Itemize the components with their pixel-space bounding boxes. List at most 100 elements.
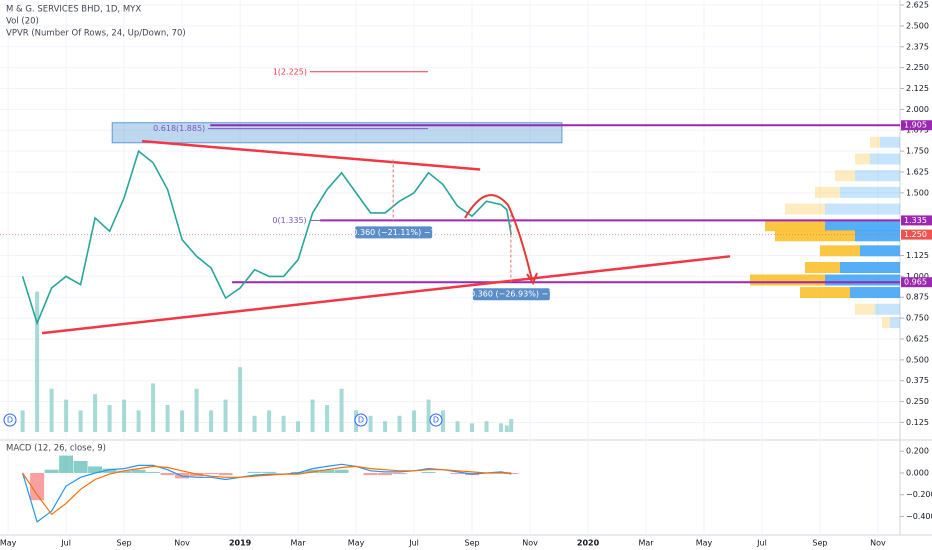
volume-bar — [223, 399, 228, 432]
profile-up — [850, 287, 900, 299]
indicator-label: VPVR (Number Of Rows, 24, Up/Down, 70) — [6, 29, 186, 39]
curved-arrow — [464, 194, 533, 281]
macd-histogram — [421, 471, 436, 473]
profile-up — [880, 136, 900, 148]
profile-down — [805, 262, 840, 274]
macd-histogram — [160, 472, 175, 476]
price-label: 1.335 — [904, 216, 927, 225]
volume-bar — [209, 410, 214, 432]
price-label: 0.965 — [904, 278, 927, 287]
profile-up — [825, 274, 900, 286]
macd-histogram — [88, 466, 103, 473]
macd-histogram — [247, 471, 262, 473]
arrow-head — [526, 272, 538, 286]
volume-bar — [64, 399, 69, 432]
macd-histogram — [73, 461, 88, 473]
volume-bar — [296, 421, 301, 432]
y-tick-label: 0.375 — [906, 376, 929, 385]
y-tick-label: 2.000 — [906, 105, 929, 114]
y-tick-label: 0.875 — [906, 293, 929, 302]
y-tick-label: 2.625 — [906, 1, 929, 10]
fib-label: 0.618(1.885) — [153, 124, 205, 133]
profile-up — [840, 186, 900, 198]
y-tick-label: 2.125 — [906, 84, 929, 93]
volume-bar — [470, 423, 475, 432]
chart-title: M & G. SERVICES BHD, 1D, MYX — [6, 5, 141, 15]
volume-bar — [252, 415, 257, 432]
macd-histogram — [204, 472, 219, 475]
dividend-icon — [354, 413, 368, 427]
y-tick-label: 1.500 — [906, 188, 929, 197]
volume-bar — [35, 291, 40, 432]
profile-up — [890, 317, 900, 329]
volume-bar — [267, 410, 272, 432]
x-tick-label: Nov — [870, 539, 886, 548]
price-label: 1.905 — [904, 121, 927, 130]
y-tick-label: 0.625 — [906, 334, 929, 343]
volume-bar — [165, 405, 170, 432]
indicator-label: Vol (20) — [6, 17, 39, 27]
volume-bar — [412, 410, 417, 432]
macd-histogram — [117, 470, 132, 473]
dividend-icons: D D D — [3, 413, 443, 427]
dividend-icon — [3, 413, 17, 427]
profile-up — [875, 303, 900, 315]
profile-up — [825, 203, 900, 215]
volume-bar — [455, 421, 460, 432]
volume-bar — [310, 399, 315, 432]
volume-bar — [509, 419, 514, 432]
volume-bar — [78, 410, 83, 432]
volume-bar — [441, 410, 446, 432]
volume-bar — [339, 388, 344, 432]
measure-box — [472, 288, 550, 301]
dividend-label: D — [433, 416, 439, 425]
fib-label: 1(2.225) — [273, 67, 307, 76]
profile-up — [860, 245, 900, 257]
profile-up — [855, 230, 900, 242]
macd-histogram — [131, 469, 146, 473]
x-tick-label: May — [696, 539, 713, 548]
profile-down — [855, 153, 870, 165]
y-tick-label: 0.125 — [906, 418, 929, 427]
profile-up — [855, 170, 900, 182]
macd-histogram — [146, 471, 161, 473]
trendline — [41, 255, 731, 335]
volume-bar — [151, 383, 156, 432]
dividend-icon — [429, 413, 443, 427]
x-tick-label: Jul — [60, 539, 71, 548]
zone — [111, 122, 563, 144]
profile-down — [855, 303, 875, 315]
profile-down — [835, 170, 855, 182]
volume-bar — [281, 415, 286, 432]
y-tick-label: 0.750 — [906, 314, 929, 323]
price-line-series — [21, 149, 512, 326]
volume-bar — [49, 388, 54, 432]
profile-down — [775, 230, 855, 242]
volume-bar — [397, 415, 402, 432]
profile-up — [840, 262, 900, 274]
macd-histogram — [59, 455, 74, 473]
x-tick-label: Jul — [756, 539, 767, 548]
macd-histogram — [334, 469, 349, 473]
x-tick-label: Mar — [291, 539, 307, 548]
macd-histogram — [102, 468, 117, 473]
macd-histogram — [363, 472, 378, 476]
grid — [0, 0, 900, 535]
price-label: 1.250 — [904, 230, 927, 239]
macd-histogram — [392, 472, 407, 475]
macd-histogram — [262, 471, 277, 473]
volume-bar — [180, 410, 185, 432]
dividend-label: D — [7, 416, 13, 425]
volume-bar — [484, 421, 489, 432]
volume-bar — [238, 367, 243, 432]
x-tick-label: May — [0, 539, 17, 548]
macd-histogram — [218, 472, 233, 476]
profile-down — [870, 136, 880, 148]
macd-histogram — [320, 469, 335, 473]
price-label-box — [901, 229, 932, 240]
volume-bar — [383, 421, 388, 432]
profile-up — [825, 220, 900, 232]
volume-bar — [122, 399, 127, 432]
measure-label: −0.360 (−26.93%) −72 — [463, 290, 558, 299]
